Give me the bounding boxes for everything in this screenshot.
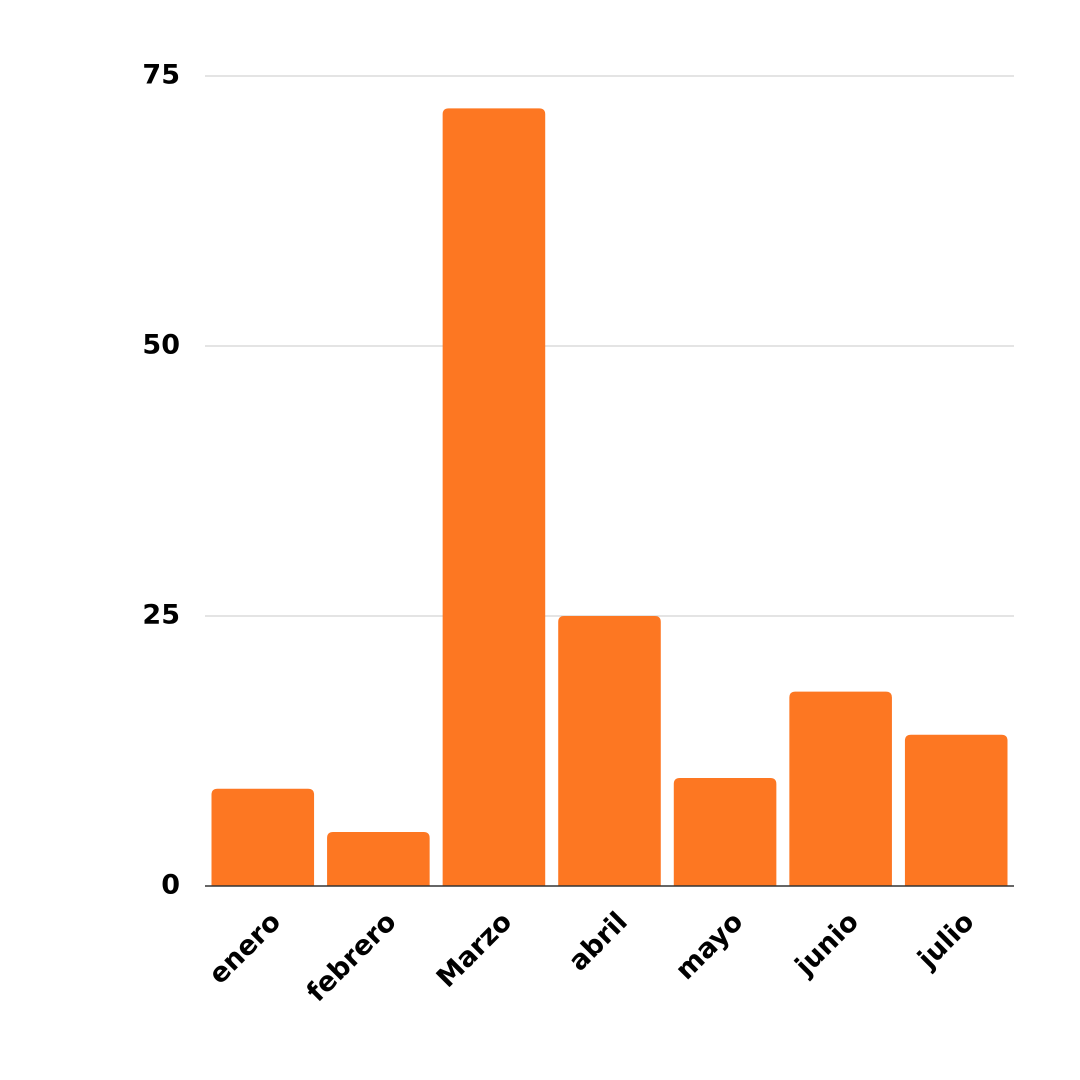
x-tick-label: abril [563, 906, 634, 977]
bar [211, 788, 315, 886]
x-tick-label: Marzo [431, 906, 518, 993]
x-tick-label: enero [203, 906, 287, 990]
x-tick-label: julio [911, 906, 980, 975]
bar [904, 734, 1008, 886]
bar [789, 691, 892, 886]
y-tick-label: 0 [161, 870, 180, 901]
y-tick-label: 25 [142, 600, 180, 631]
bar [673, 778, 777, 886]
x-tick-label: mayo [670, 906, 750, 986]
bar [442, 108, 546, 886]
bar [327, 832, 430, 886]
y-tick-label: 75 [142, 60, 180, 91]
x-tick-label: junio [789, 906, 865, 982]
y-tick-label: 50 [142, 330, 180, 361]
x-tick-label: febrero [301, 906, 403, 1008]
bar [558, 616, 661, 886]
